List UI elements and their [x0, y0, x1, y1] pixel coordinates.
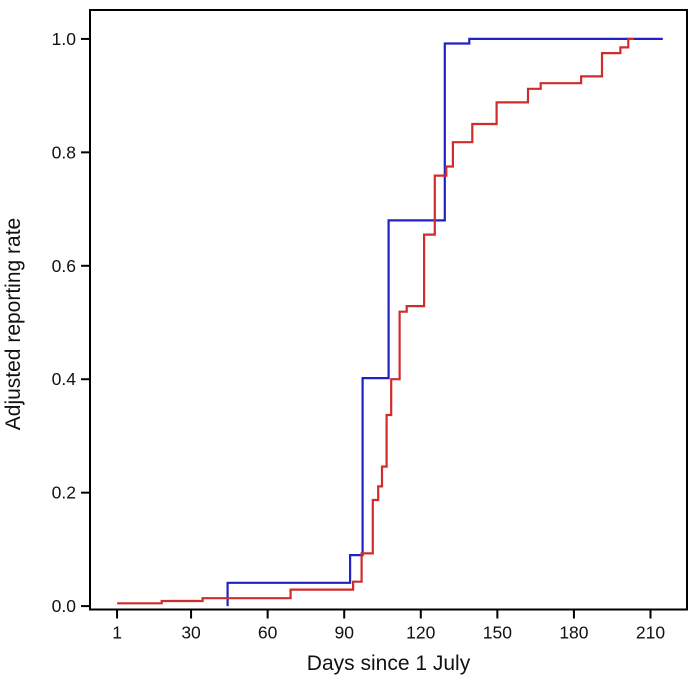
blue-step-series [226, 37, 663, 607]
y-tick-label: 0.2 [52, 483, 76, 503]
x-tick-label: 60 [258, 623, 278, 643]
plot-border [89, 9, 688, 611]
x-tick-label: 30 [181, 623, 201, 643]
y-tick-label: 0.6 [52, 256, 76, 276]
y-tick-label: 0.0 [52, 596, 77, 616]
x-tick-label: 210 [636, 623, 665, 643]
red-step-series [117, 37, 634, 605]
x-tick-label: 150 [483, 623, 512, 643]
y-tick-label: 1.0 [52, 29, 77, 49]
x-axis-title: Days since 1 July [306, 652, 471, 675]
y-tick-label: 0.4 [52, 369, 77, 389]
y-axis-title: Adjusted reporting rate [2, 217, 25, 431]
x-tick-label: 180 [559, 623, 588, 643]
x-tick-label: 1 [112, 623, 122, 643]
x-tick-label: 90 [334, 623, 354, 643]
y-tick-label: 0.8 [52, 142, 76, 162]
x-tick-label: 120 [406, 623, 435, 643]
